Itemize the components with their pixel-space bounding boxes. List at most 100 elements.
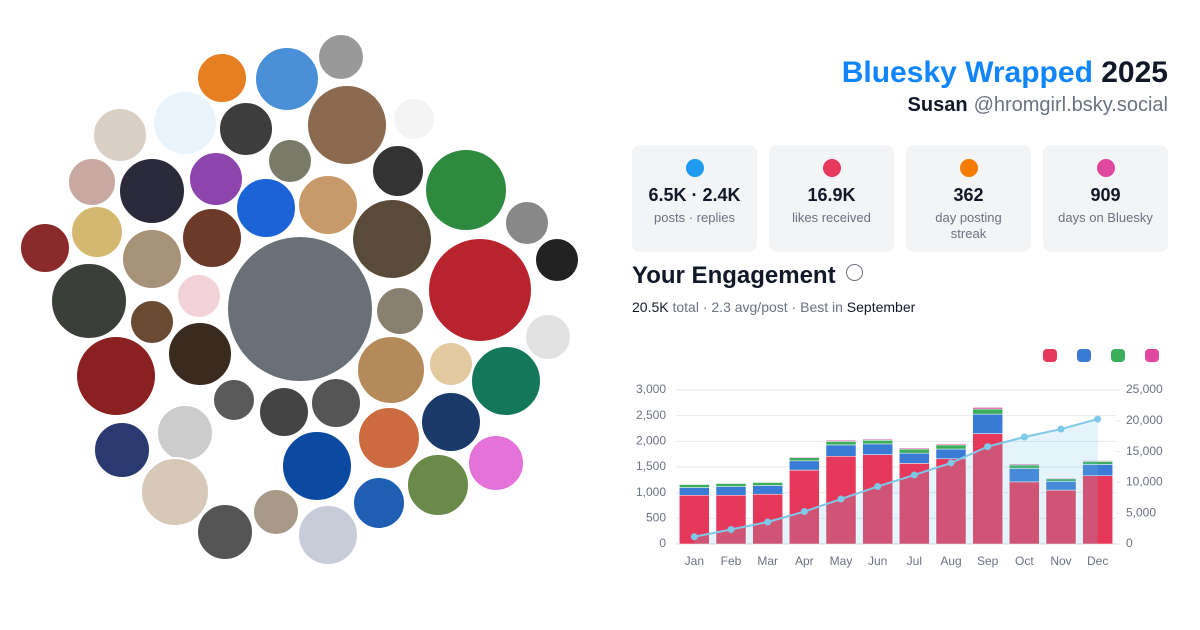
bar-segment bbox=[935, 443, 967, 446]
y-tick-label: 2,000 bbox=[636, 434, 666, 448]
line-point bbox=[1020, 433, 1028, 441]
x-tick-label: Jun bbox=[868, 554, 887, 568]
bar-segment bbox=[1045, 477, 1077, 480]
stat-card: 6.5K · 2.4K posts · replies bbox=[632, 145, 757, 252]
bar-segment bbox=[679, 483, 710, 485]
bar-segment bbox=[715, 483, 747, 487]
avatar bbox=[356, 335, 426, 405]
x-tick-label: Sep bbox=[977, 554, 999, 568]
x-tick-label: Jan bbox=[685, 554, 704, 568]
bar-segment bbox=[789, 469, 820, 545]
bar-segment bbox=[972, 407, 1003, 410]
year: 2025 bbox=[1101, 56, 1168, 89]
bar-segment bbox=[935, 458, 967, 545]
bar-segment bbox=[972, 413, 1003, 434]
line bbox=[694, 418, 1098, 538]
y2-tick-label: 20,000 bbox=[1126, 413, 1163, 427]
summary-total: 20.5K bbox=[632, 299, 669, 315]
user: Susan @hromgirl.bsky.social bbox=[908, 94, 1168, 117]
avatar bbox=[67, 157, 117, 207]
avatar bbox=[176, 273, 222, 319]
avatar bbox=[252, 488, 300, 536]
avatar bbox=[352, 476, 406, 530]
bar-segment bbox=[752, 485, 783, 495]
bar-segment bbox=[1009, 463, 1040, 466]
bar-segment bbox=[752, 482, 783, 486]
y2-tick-label: 5,000 bbox=[1126, 505, 1156, 519]
y2-tick-label: 10,000 bbox=[1126, 475, 1163, 489]
bar-segment bbox=[789, 456, 820, 459]
line-point bbox=[1094, 415, 1102, 423]
bar-segment bbox=[862, 443, 893, 455]
bar-segment bbox=[789, 457, 820, 462]
y-tick-label: 2,500 bbox=[636, 408, 666, 422]
avatar bbox=[267, 138, 313, 184]
y-tick-label: 3,000 bbox=[636, 382, 666, 396]
avatar bbox=[306, 84, 388, 166]
avatar bbox=[310, 377, 362, 429]
bar-segment bbox=[899, 448, 930, 454]
stat-value: 909 bbox=[1090, 185, 1121, 205]
stat-card: 909 days on Bluesky bbox=[1043, 145, 1168, 252]
bar-segment bbox=[862, 454, 893, 545]
stat-label: days on Bluesky bbox=[1058, 210, 1153, 225]
x-tick-label: Nov bbox=[1050, 554, 1071, 568]
bar-segment bbox=[752, 481, 783, 483]
bar-segment bbox=[972, 408, 1003, 415]
avatar bbox=[406, 453, 470, 517]
y-tick-label: 500 bbox=[646, 511, 666, 525]
info-icon[interactable] bbox=[845, 264, 863, 281]
bar-segment bbox=[862, 439, 893, 441]
stat-label: day posting streak bbox=[935, 210, 1002, 241]
x-tick-label: Oct bbox=[1015, 554, 1034, 568]
avatar bbox=[470, 345, 542, 417]
bar-segment bbox=[825, 441, 857, 446]
avatar bbox=[75, 335, 157, 417]
summary-best: September bbox=[846, 299, 916, 315]
bar-segment bbox=[715, 486, 747, 496]
avatar bbox=[428, 341, 474, 387]
title: Bluesky Wrapped 2025 bbox=[842, 56, 1168, 90]
avatar bbox=[317, 33, 365, 81]
y-tick-label: 1,000 bbox=[636, 485, 666, 499]
avatar bbox=[152, 90, 218, 156]
avatar bbox=[534, 237, 580, 283]
stat-icon bbox=[822, 159, 841, 177]
avatar bbox=[297, 504, 359, 566]
avatar bbox=[156, 404, 214, 462]
line-point bbox=[727, 525, 735, 533]
y2-tick-label: 25,000 bbox=[1126, 382, 1163, 396]
avatar bbox=[196, 503, 254, 561]
line-point bbox=[984, 443, 992, 451]
bar-segment bbox=[899, 447, 930, 450]
avatar bbox=[70, 205, 124, 259]
avatar bbox=[140, 457, 210, 527]
avatar bbox=[357, 406, 421, 470]
line-point bbox=[837, 495, 845, 503]
avatar bbox=[19, 222, 71, 274]
x-tick-label: Mar bbox=[757, 554, 778, 568]
legend-icon bbox=[1043, 349, 1057, 362]
avatar bbox=[420, 391, 482, 453]
avatar bbox=[167, 321, 233, 387]
legend-icon bbox=[1145, 349, 1159, 362]
avatar bbox=[212, 378, 256, 422]
avatar bbox=[524, 313, 572, 361]
avatar bbox=[188, 151, 244, 207]
display-name: Susan bbox=[907, 94, 968, 116]
avatar bbox=[371, 144, 425, 198]
stat-value: 6.5K · 2.4K bbox=[648, 185, 741, 205]
avatar bbox=[181, 207, 243, 269]
title-text: Bluesky Wrapped bbox=[841, 56, 1093, 89]
avatar bbox=[467, 434, 525, 492]
stat-icon bbox=[1096, 159, 1115, 177]
avatar bbox=[218, 432, 264, 478]
handle: @hromgirl.bsky.social bbox=[973, 94, 1168, 116]
bar-segment bbox=[825, 444, 857, 457]
y-tick-label: 0 bbox=[659, 536, 666, 550]
y-tick-label: 1,500 bbox=[636, 459, 666, 473]
avatar bbox=[375, 286, 425, 336]
avatar bbox=[297, 174, 359, 236]
line-point bbox=[874, 482, 882, 490]
stat-icon bbox=[959, 159, 978, 177]
